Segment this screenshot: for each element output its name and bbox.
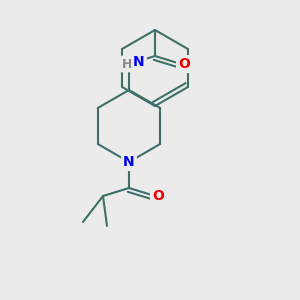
Text: H: H (122, 58, 132, 70)
Text: O: O (178, 57, 190, 71)
Text: N: N (133, 55, 145, 69)
Text: O: O (152, 189, 164, 203)
Text: N: N (123, 155, 135, 169)
